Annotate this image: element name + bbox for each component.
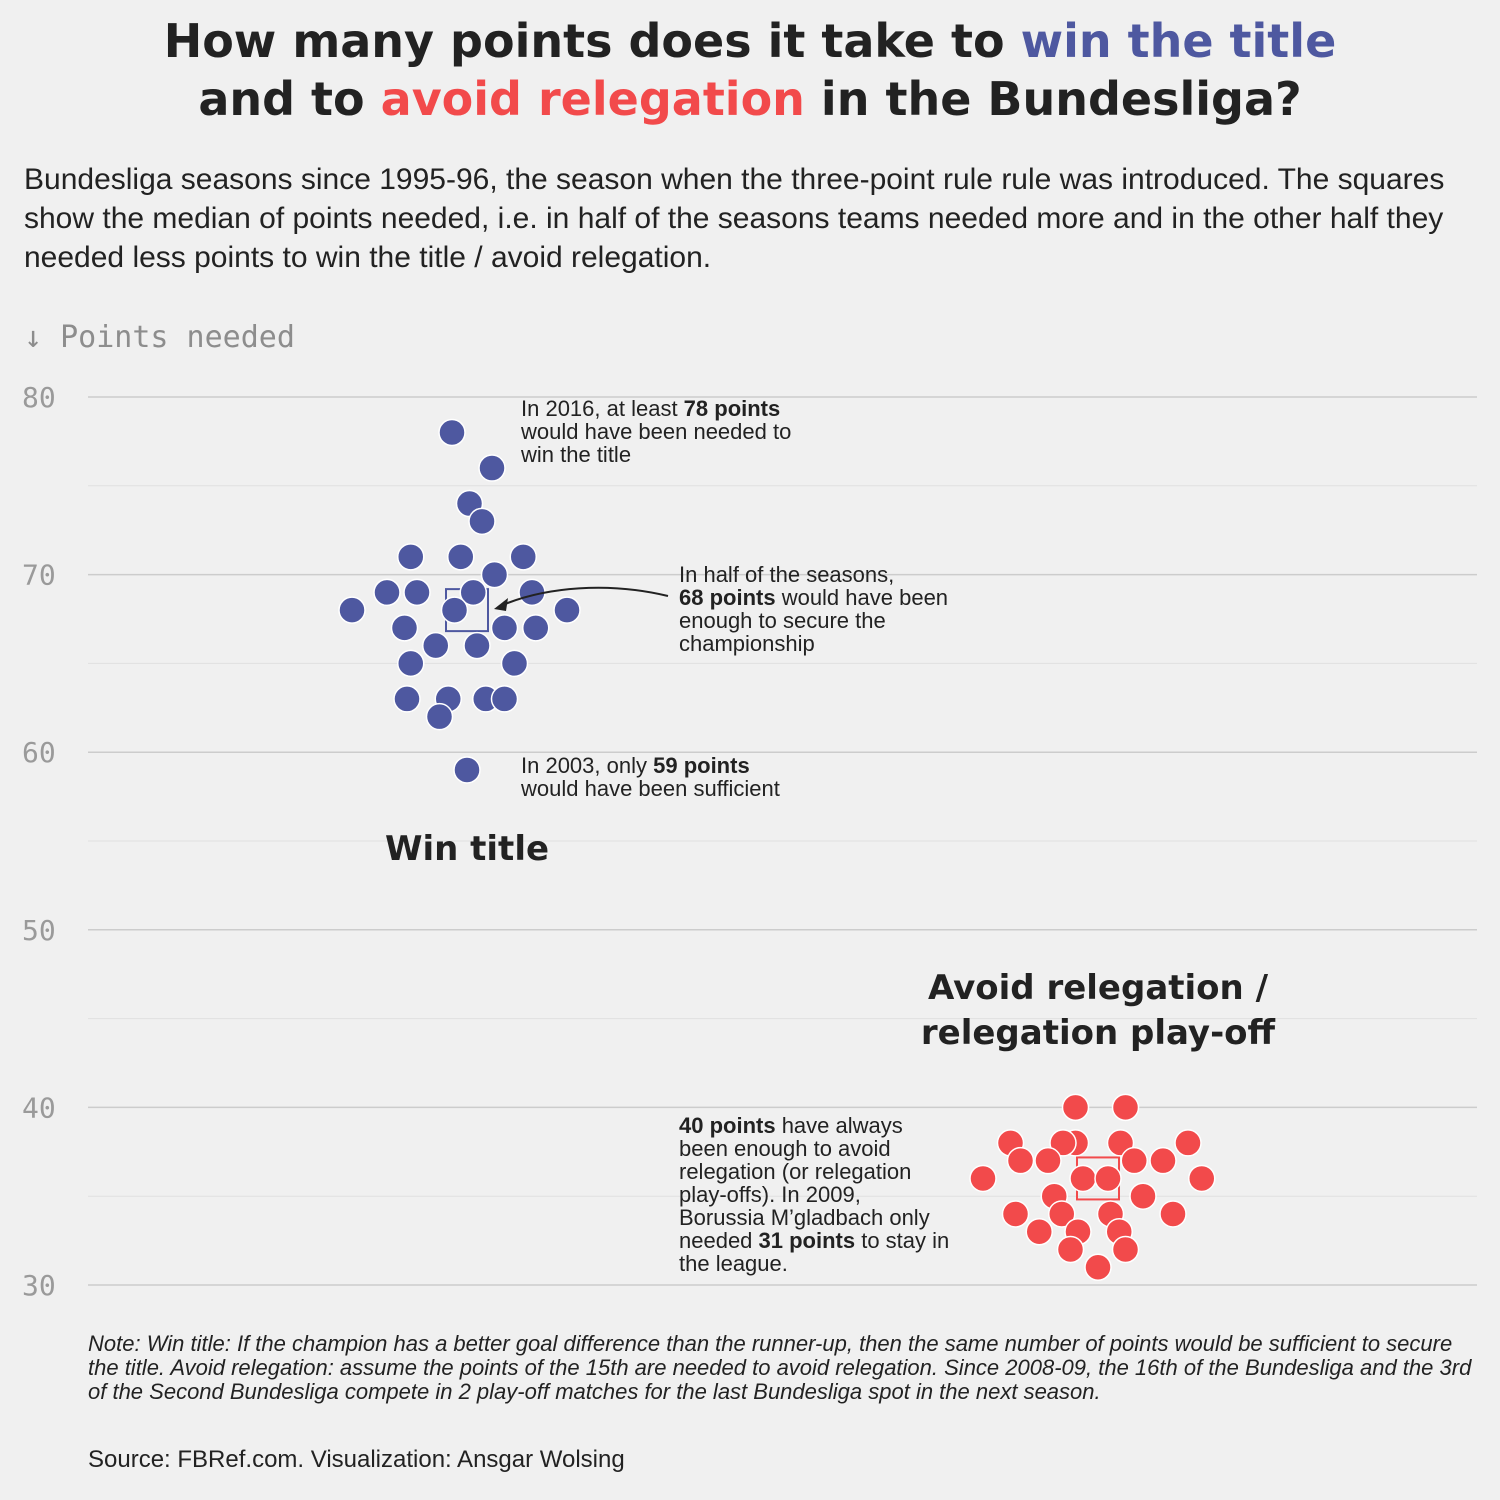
y-tick-label: 40 xyxy=(22,1091,56,1124)
data-point-relegation xyxy=(1149,1146,1177,1175)
data-point-win-title xyxy=(338,596,366,624)
chart-title: How many points does it take to win the … xyxy=(0,12,1500,128)
data-point-relegation xyxy=(1061,1093,1090,1122)
y-tick-label: 80 xyxy=(22,381,56,414)
data-point-win-title xyxy=(425,702,454,731)
title-text: in the Bundesliga? xyxy=(804,72,1302,126)
annotation-arrow xyxy=(497,586,669,608)
data-point-win-title xyxy=(459,578,487,607)
data-point-relegation xyxy=(1084,1253,1112,1281)
y-tick-label: 30 xyxy=(22,1269,56,1302)
data-point-relegation xyxy=(1111,1093,1140,1122)
annotation-min-title: In 2003, only 59 points would have been … xyxy=(520,753,780,801)
data-points xyxy=(338,418,1216,1281)
y-axis-ticks: 80 70 60 50 40 30 xyxy=(22,381,56,1302)
data-point-win-title xyxy=(390,614,419,642)
data-point-relegation xyxy=(1034,1146,1062,1175)
title-line-1: How many points does it take to win the … xyxy=(0,12,1500,70)
chart-note: Note: Win title: If the champion has a b… xyxy=(88,1331,1472,1404)
data-point-relegation xyxy=(1006,1146,1035,1175)
data-point-win-title xyxy=(403,578,431,607)
data-point-win-title xyxy=(490,614,519,642)
group-label-relegation-line-1: Avoid relegation / xyxy=(928,968,1269,1008)
data-point-relegation xyxy=(1111,1235,1140,1264)
data-point-relegation xyxy=(1001,1200,1030,1228)
annotation-relegation: 40 points have always been enough to avo… xyxy=(679,1113,955,1276)
data-point-win-title xyxy=(509,543,537,571)
data-point-win-title xyxy=(553,596,581,624)
annotation-max-title: In 2016, at least 78 points would have b… xyxy=(520,396,797,467)
data-point-win-title xyxy=(397,649,425,678)
chart-source: Source: FBRef.com. Visualization: Ansgar… xyxy=(88,1446,625,1473)
arrow-head-icon xyxy=(494,598,508,611)
data-point-win-title xyxy=(478,454,506,482)
data-point-win-title xyxy=(373,578,401,607)
data-point-relegation xyxy=(1129,1182,1157,1210)
data-point-relegation xyxy=(1159,1200,1187,1228)
data-point-relegation xyxy=(1056,1235,1085,1264)
data-point-win-title xyxy=(447,543,475,571)
group-label-win-title: Win title xyxy=(385,829,549,869)
data-point-win-title xyxy=(468,507,496,536)
data-point-win-title xyxy=(422,631,450,660)
title-text: and to xyxy=(198,72,381,126)
title-text: How many points does it take to xyxy=(163,14,1021,68)
gridlines xyxy=(88,396,1477,1286)
data-point-relegation xyxy=(1120,1146,1148,1175)
data-point-win-title xyxy=(480,560,509,589)
title-highlight-win: win the title xyxy=(1020,14,1337,68)
chart-subtitle: Bundesliga seasons since 1995-96, the se… xyxy=(24,163,1445,274)
data-point-relegation xyxy=(1048,1200,1076,1228)
group-label-relegation-line-2: relegation play-off xyxy=(921,1013,1276,1053)
y-tick-label: 50 xyxy=(22,914,56,947)
annotation-median-title: In half of the seasons, 68 points would … xyxy=(679,562,954,656)
data-point-relegation xyxy=(969,1164,997,1193)
data-point-win-title xyxy=(463,631,491,660)
data-point-win-title xyxy=(490,685,519,713)
data-point-relegation xyxy=(1049,1129,1077,1157)
data-point-win-title xyxy=(393,685,421,713)
data-point-relegation xyxy=(1188,1164,1216,1193)
data-point-win-title xyxy=(500,649,529,678)
data-point-relegation xyxy=(1069,1164,1097,1193)
data-point-win-title xyxy=(440,596,469,624)
title-line-2: and to avoid relegation in the Bundeslig… xyxy=(0,70,1500,128)
data-point-win-title xyxy=(438,418,466,447)
data-point-win-title xyxy=(397,543,425,571)
y-tick-label: 70 xyxy=(22,559,56,592)
data-point-relegation xyxy=(1025,1217,1053,1246)
data-point-relegation xyxy=(1174,1129,1202,1157)
data-point-win-title xyxy=(453,756,481,784)
y-axis-label: ↓ Points needed xyxy=(24,320,295,355)
data-point-relegation xyxy=(1094,1164,1122,1193)
title-highlight-relegation: avoid relegation xyxy=(380,72,805,126)
y-tick-label: 60 xyxy=(22,736,56,769)
data-point-win-title xyxy=(522,614,550,642)
